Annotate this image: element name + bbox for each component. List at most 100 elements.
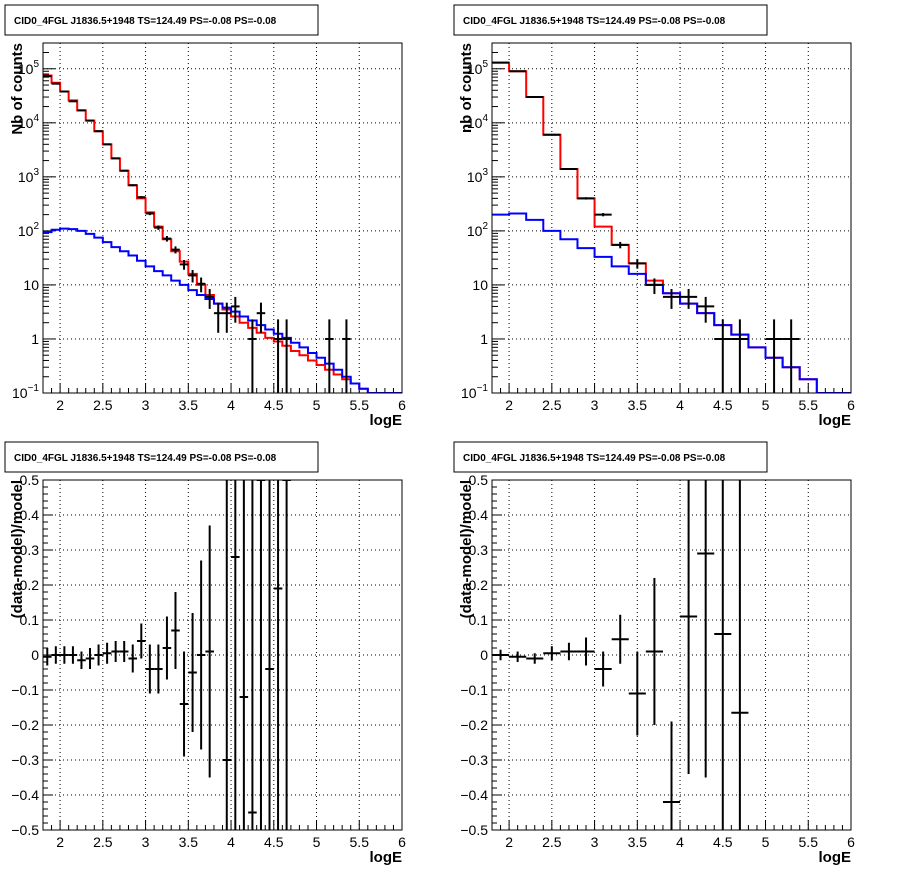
data-point: [94, 130, 103, 133]
data-point: [94, 644, 103, 666]
data-point: [256, 480, 266, 830]
data-point: [51, 646, 61, 664]
y-tick-base: 10: [467, 61, 483, 77]
x-tick-label: 5: [762, 834, 770, 850]
x-tick-label: 3.5: [179, 397, 199, 413]
y-tick-label: 0.2: [469, 577, 489, 593]
y-tick-label: 0.1: [469, 612, 489, 628]
y-tick-base: 10: [467, 223, 483, 239]
y-tick-base: 10: [12, 385, 28, 401]
x-tick-label: 6: [847, 397, 855, 413]
x-tick-label: 2: [56, 397, 64, 413]
data-point: [77, 651, 86, 669]
data-point: [128, 184, 138, 187]
data-point: [543, 133, 561, 136]
series-layer: [492, 480, 749, 830]
x-tick-label: 6: [398, 834, 406, 850]
data-point: [188, 269, 197, 283]
data-point: [645, 278, 663, 294]
data-point: [282, 480, 291, 830]
y-tick-base: 10: [18, 61, 34, 77]
data-point: [714, 480, 732, 830]
x-axis-label: logE: [370, 849, 403, 866]
data-point: [60, 646, 69, 664]
plot-frame: [491, 479, 852, 831]
title-box: [453, 441, 768, 473]
data-point: [154, 644, 163, 694]
y-tick-label: 0.3: [469, 542, 489, 558]
series-layer: [492, 61, 851, 393]
title-box: [4, 4, 319, 36]
x-axis-label: logE: [370, 412, 403, 429]
y-axis-label: (data-model)/model: [9, 480, 26, 618]
y-tick-label: 0.4: [20, 507, 40, 523]
series-layer: [43, 74, 402, 393]
data-point: [492, 649, 510, 661]
residuals-panel-fine-binning: CID0_4FGL J1836.5+1948 TS=124.49 PS=-0.0…: [0, 437, 449, 874]
y-tick-label: 10−1: [461, 383, 488, 401]
y-axis-label: (data-model)/model: [458, 480, 475, 618]
x-tick-label: 4.5: [713, 397, 733, 413]
y-tick-label: −0.4: [460, 787, 488, 803]
y-tick-label: 0.5: [20, 472, 40, 488]
y-tick-label: 104: [467, 113, 489, 131]
data-point: [611, 241, 629, 249]
y-axis-label: Nb of counts: [9, 43, 26, 135]
y-tick-label: 0.4: [469, 507, 489, 523]
x-tick-label: 5.5: [799, 834, 819, 850]
title-box: [4, 441, 319, 473]
y-tick-base: 10: [467, 115, 483, 131]
data-point: [680, 289, 698, 309]
data-point: [577, 637, 595, 666]
data-point: [248, 480, 257, 830]
y-tick-exponent: 2: [33, 221, 39, 232]
y-tick-base: 10: [18, 115, 34, 131]
data-point: [145, 211, 155, 216]
x-tick-label: 3.5: [628, 397, 648, 413]
data-point: [213, 302, 223, 333]
x-tick-label: 4.5: [264, 397, 284, 413]
data-point: [662, 289, 681, 309]
y-tick-label: 105: [467, 59, 489, 77]
residuals-panel-coarse-binning: CID0_4FGL J1836.5+1948 TS=124.49 PS=-0.0…: [449, 437, 898, 874]
x-tick-label: 5.5: [799, 397, 819, 413]
counts-plot-fine-binning: CID0_4FGL J1836.5+1948 TS=124.49 PS=-0.0…: [4, 4, 406, 429]
x-tick-label: 4: [227, 397, 235, 413]
x-tick-label: 2.5: [542, 834, 562, 850]
data-point: [85, 648, 95, 669]
y-tick-label: 10−1: [12, 383, 39, 401]
x-tick-label: 3.5: [628, 834, 648, 850]
x-tick-label: 5.5: [350, 834, 370, 850]
y-tick-base: 10: [472, 277, 488, 293]
y-tick-label: −0.3: [460, 752, 488, 768]
y-tick-label: −0.1: [460, 682, 488, 698]
plot-area: [43, 43, 402, 393]
data-point: [628, 651, 646, 736]
data-point: [231, 296, 240, 323]
y-tick-base: 10: [18, 223, 34, 239]
chart-title: CID0_4FGL J1836.5+1948 TS=124.49 PS=-0.0…: [463, 453, 726, 464]
y-tick-base: 1: [31, 331, 39, 347]
y-tick-label: 105: [18, 59, 40, 77]
data-point: [68, 646, 78, 664]
data-point: [256, 302, 266, 333]
data-point: [111, 157, 120, 160]
plot-frame: [491, 42, 852, 394]
data-point: [645, 578, 663, 725]
data-point: [248, 319, 257, 393]
data-point: [119, 641, 129, 662]
x-axis-label: logE: [819, 849, 852, 866]
data-point: [560, 642, 578, 661]
plot-frame: [42, 479, 403, 831]
data-point: [102, 642, 112, 664]
y-tick-label: 0.3: [20, 542, 40, 558]
y-tick-exponent: 5: [33, 59, 39, 70]
data-point: [594, 651, 612, 687]
y-tick-base: 10: [18, 169, 34, 185]
data-point: [102, 143, 112, 146]
y-tick-label: −0.3: [11, 752, 39, 768]
title-box: [453, 4, 768, 36]
x-tick-label: 3: [591, 834, 599, 850]
y-tick-label: 0.2: [20, 577, 40, 593]
data-point: [560, 167, 578, 170]
